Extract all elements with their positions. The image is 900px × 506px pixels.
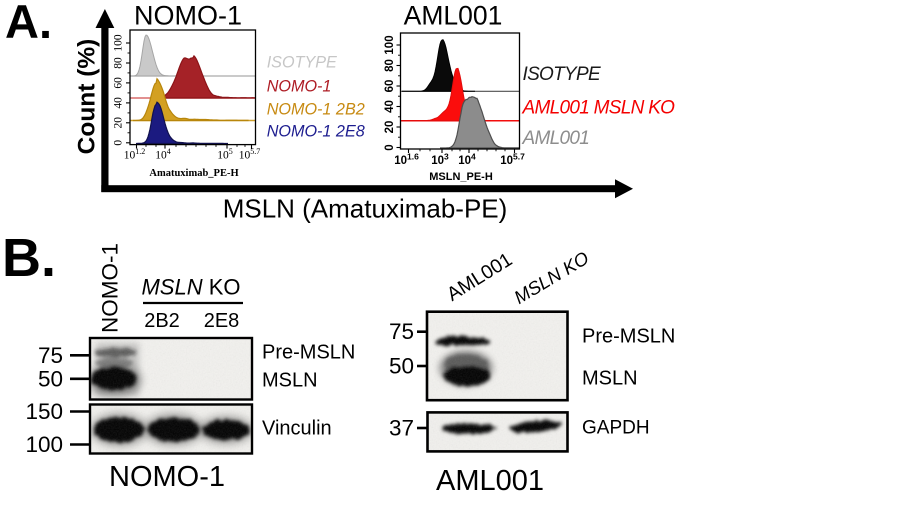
svg-text:Pre-MSLN: Pre-MSLN [262, 342, 355, 364]
svg-text:AML001: AML001 [404, 1, 503, 31]
svg-text:100: 100 [384, 35, 396, 54]
svg-text:ISOTYPE: ISOTYPE [523, 64, 601, 85]
svg-text:MSLN KO: MSLN KO [141, 275, 240, 300]
svg-text:101.6: 101.6 [394, 152, 419, 168]
svg-text:150: 150 [25, 399, 63, 424]
svg-text:103: 103 [431, 152, 449, 168]
svg-text:Count (%): Count (%) [74, 39, 101, 155]
svg-text:80: 80 [384, 59, 396, 72]
svg-text:AML001: AML001 [443, 249, 516, 306]
svg-text:40: 40 [113, 97, 125, 109]
svg-text:AML001 MSLN KO: AML001 MSLN KO [522, 98, 676, 119]
svg-text:NOMO-1 2B2: NOMO-1 2B2 [267, 100, 365, 118]
svg-text:75: 75 [389, 319, 414, 344]
svg-text:60: 60 [384, 80, 396, 93]
svg-text:MSLN_PE-H: MSLN_PE-H [429, 171, 493, 183]
svg-text:MSLN: MSLN [262, 370, 318, 392]
svg-text:0: 0 [384, 144, 396, 150]
svg-text:105.7: 105.7 [239, 147, 261, 162]
svg-text:MSLN (Amatuximab-PE): MSLN (Amatuximab-PE) [223, 194, 508, 224]
svg-text:37: 37 [389, 416, 414, 441]
svg-text:100: 100 [113, 34, 125, 52]
svg-text:MSLN: MSLN [582, 368, 638, 390]
svg-text:104: 104 [458, 152, 476, 168]
svg-text:ISOTYPE: ISOTYPE [267, 53, 337, 71]
svg-text:20: 20 [384, 121, 396, 134]
svg-text:0: 0 [113, 140, 125, 146]
svg-text:NOMO-1: NOMO-1 [109, 461, 225, 493]
svg-text:50: 50 [389, 354, 414, 379]
svg-text:MSLN KO: MSLN KO [510, 247, 592, 308]
svg-text:100: 100 [25, 432, 63, 457]
svg-text:AML001: AML001 [522, 128, 590, 149]
svg-text:B.: B. [2, 228, 56, 288]
svg-text:50: 50 [38, 366, 63, 391]
svg-text:Pre-MSLN: Pre-MSLN [582, 326, 675, 348]
svg-text:AML001: AML001 [436, 465, 544, 497]
svg-text:Amatuximab_PE-H: Amatuximab_PE-H [149, 168, 238, 179]
svg-text:NOMO-1 2E8: NOMO-1 2E8 [267, 123, 365, 141]
svg-text:80: 80 [113, 57, 125, 69]
svg-text:20: 20 [113, 117, 125, 129]
svg-text:75: 75 [38, 343, 63, 368]
svg-text:GAPDH: GAPDH [582, 418, 650, 439]
svg-text:105.7: 105.7 [500, 152, 525, 168]
svg-text:NOMO-1: NOMO-1 [134, 1, 242, 31]
svg-text:NOMO-1: NOMO-1 [267, 77, 332, 95]
svg-text:NOMO-1: NOMO-1 [98, 243, 123, 333]
svg-text:60: 60 [113, 77, 125, 89]
svg-text:2E8: 2E8 [204, 310, 240, 332]
svg-text:40: 40 [384, 100, 396, 113]
svg-text:A.: A. [5, 0, 52, 48]
svg-text:104: 104 [155, 147, 171, 162]
svg-text:Vinculin: Vinculin [262, 418, 332, 440]
svg-text:2B2: 2B2 [144, 310, 180, 332]
svg-text:105: 105 [217, 147, 233, 162]
svg-text:101.2: 101.2 [124, 147, 146, 162]
